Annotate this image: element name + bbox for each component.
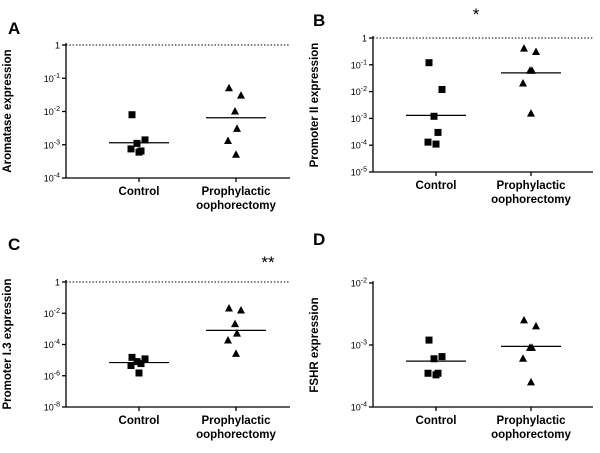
- data-point-triangle: [532, 47, 540, 56]
- y-tick-label: 10-4: [351, 402, 367, 413]
- panel-letter: B: [313, 11, 325, 30]
- panel-b: B * 10-5 10-4 10-3 10-2 10-1 1 Promoter II expre…: [309, 5, 593, 206]
- data-point-triangle: [528, 343, 536, 351]
- data-point-square: [127, 362, 135, 370]
- y-tick-label: 10-2: [44, 308, 60, 319]
- data-point-triangle: [519, 354, 527, 362]
- data-point-square: [141, 136, 149, 144]
- y-tick-label: 10-6: [44, 370, 60, 381]
- data-point-square: [137, 360, 145, 368]
- significance-marker: **: [261, 253, 275, 272]
- data-point-triangle: [224, 336, 232, 344]
- data-point-triangle: [520, 44, 528, 52]
- data-point-square: [127, 145, 135, 153]
- y-axis-label: Promoter I.3 expression: [2, 278, 14, 409]
- y-tick-label: 10-4: [351, 140, 367, 151]
- data-point-triangle: [527, 377, 535, 386]
- data-point-triangle: [232, 150, 240, 158]
- x-tick-label: Control: [119, 415, 160, 427]
- data-point-square: [424, 369, 432, 377]
- data-point-triangle: [233, 124, 241, 132]
- panel-letter: D: [313, 230, 325, 249]
- y-tick-label: 10-8: [44, 402, 60, 413]
- data-point-triangle: [527, 109, 535, 117]
- x-tick-label: Prophylactic oophorectomy: [196, 186, 276, 212]
- data-point-triangle: [224, 136, 232, 144]
- data-point-square: [425, 59, 433, 67]
- x-tick-label: Control: [416, 180, 457, 192]
- y-tick-label: 10-5: [351, 167, 367, 178]
- y-tick-label: 1: [55, 278, 60, 288]
- data-point-triangle: [237, 305, 245, 314]
- y-tick-label: 1: [362, 34, 367, 44]
- data-point-triangle: [232, 349, 240, 357]
- data-point-square: [133, 358, 141, 366]
- data-point-square: [425, 336, 433, 344]
- data-point-square: [141, 355, 149, 363]
- data-point-square: [430, 112, 438, 120]
- data-point-square: [133, 139, 141, 147]
- data-point-square: [432, 371, 440, 379]
- x-tick-label: Prophylactic oophorectomy: [491, 415, 571, 441]
- x-tick-label: Control: [416, 415, 457, 427]
- y-tick-label: 1: [55, 41, 60, 51]
- data-point-square: [434, 128, 442, 136]
- panel-letter: A: [8, 19, 20, 38]
- y-tick-label: 10-3: [351, 340, 367, 351]
- y-tick-label: 10-3: [351, 113, 367, 124]
- significance-marker: *: [473, 5, 480, 24]
- y-tick-label: 10-2: [44, 106, 60, 117]
- data-point-square: [438, 85, 446, 93]
- data-point-square: [438, 353, 446, 361]
- data-point-square: [135, 369, 143, 377]
- y-tick-label: 10-2: [351, 278, 367, 289]
- data-point-square: [128, 353, 136, 361]
- y-tick-label: 10-4: [44, 339, 60, 350]
- y-tick-label: 10-1: [44, 73, 60, 84]
- data-point-triangle: [231, 107, 239, 115]
- y-axis-label: Promoter II expression: [309, 43, 321, 168]
- data-point-square: [430, 355, 438, 363]
- panel-c: C ** 10-8 10-6 10-4 10-2 1 Promoter I.3 express…: [2, 235, 290, 441]
- panel-letter: C: [8, 235, 20, 254]
- panel-a: A 10-4 10-3 10-2 10-1 1 Aromatase expression Co…: [2, 19, 290, 212]
- data-point-square: [135, 148, 143, 156]
- x-tick-label: Prophylactic oophorectomy: [196, 415, 276, 441]
- y-axis-label: FSHR expression: [309, 297, 321, 392]
- y-tick-label: 10-3: [44, 139, 60, 150]
- data-point-triangle: [532, 321, 540, 330]
- x-tick-label: Prophylactic oophorectomy: [491, 180, 571, 206]
- y-tick-label: 10-4: [44, 173, 60, 184]
- panel-d: D 10-4 10-3 10-2 FSHR expression Control Proph…: [309, 230, 593, 441]
- data-point-triangle: [233, 329, 241, 337]
- data-point-triangle: [519, 79, 527, 87]
- y-tick-label: 10-1: [351, 59, 367, 70]
- y-tick-label: 10-2: [351, 86, 367, 97]
- data-point-square: [424, 138, 432, 146]
- x-tick-label: Control: [119, 186, 160, 198]
- data-point-triangle: [225, 83, 233, 92]
- data-point-triangle: [520, 315, 528, 324]
- data-point-triangle: [225, 304, 233, 312]
- data-point-square: [432, 140, 440, 148]
- y-axis-label: Aromatase expression: [2, 49, 14, 172]
- data-point-triangle: [237, 91, 245, 99]
- data-point-square: [128, 111, 136, 119]
- data-point-triangle: [231, 319, 239, 328]
- data-point-triangle: [528, 66, 536, 74]
